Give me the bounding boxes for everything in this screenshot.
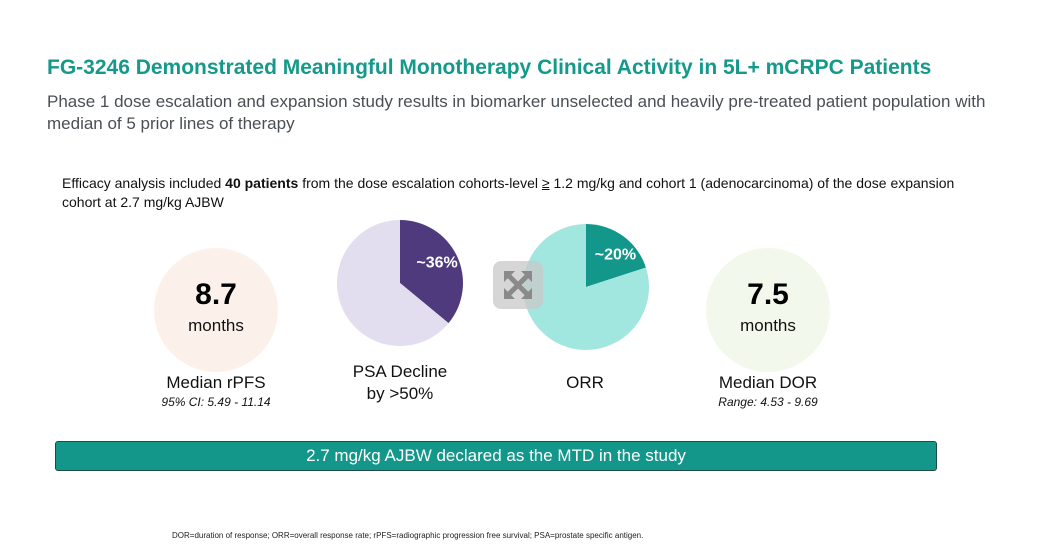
intro-bold: 40 patients [225,175,299,191]
psa-label-line2: by >50% [366,384,434,403]
page-title: FG-3246 Demonstrated Meaningful Monother… [47,56,932,79]
intro-ge: ≥ [541,175,550,191]
pie-slice-label: ~36% [416,254,457,271]
rpfs-sub: 95% CI: 5.49 - 11.14 [161,395,271,409]
pie-slice-1 [523,224,649,350]
orr-pie-chart: ~20% [523,224,649,350]
expand-arrows-icon[interactable] [493,261,543,309]
dor-circle: 7.5 months [706,248,830,372]
psa-label-block: PSA Decline by >50% [300,361,500,405]
pie-slice-0 [400,220,464,324]
mtd-banner: 2.7 mg/kg AJBW declared as the MTD in th… [55,441,937,471]
intro-post1: from the dose escalation cohorts-level [298,175,542,191]
rpfs-value: 8.7 [195,278,237,311]
dor-unit: months [740,316,796,335]
pie-slice-0 [586,224,646,287]
dor-label: Median DOR [718,373,818,392]
footnote: DOR=duration of response; ORR=overall re… [172,531,644,540]
dor-label-block: Median DOR Range: 4.53 - 9.69 [668,372,868,410]
pie-slice-label: ~20% [595,246,636,263]
rpfs-unit: months [188,316,244,335]
subtitle: Phase 1 dose escalation and expansion st… [47,92,986,133]
intro-post2: 1.2 mg/kg and cohort 1 (adenocarcinoma) … [62,175,955,210]
intro-pre: Efficacy analysis included [62,175,226,191]
dor-value: 7.5 [747,278,789,311]
orr-label: ORR [566,373,604,392]
rpfs-circle: 8.7 months [154,248,278,372]
rpfs-label-block: Median rPFS 95% CI: 5.49 - 11.14 [116,372,316,410]
pie-slice-1 [337,220,449,346]
psa-pie-chart: ~36% [337,220,464,346]
psa-label-line1: PSA Decline [352,362,448,381]
intro-text: Efficacy analysis included 40 patients f… [62,174,962,212]
dor-sub: Range: 4.53 - 9.69 [718,395,818,409]
rpfs-label: Median rPFS [166,373,266,392]
